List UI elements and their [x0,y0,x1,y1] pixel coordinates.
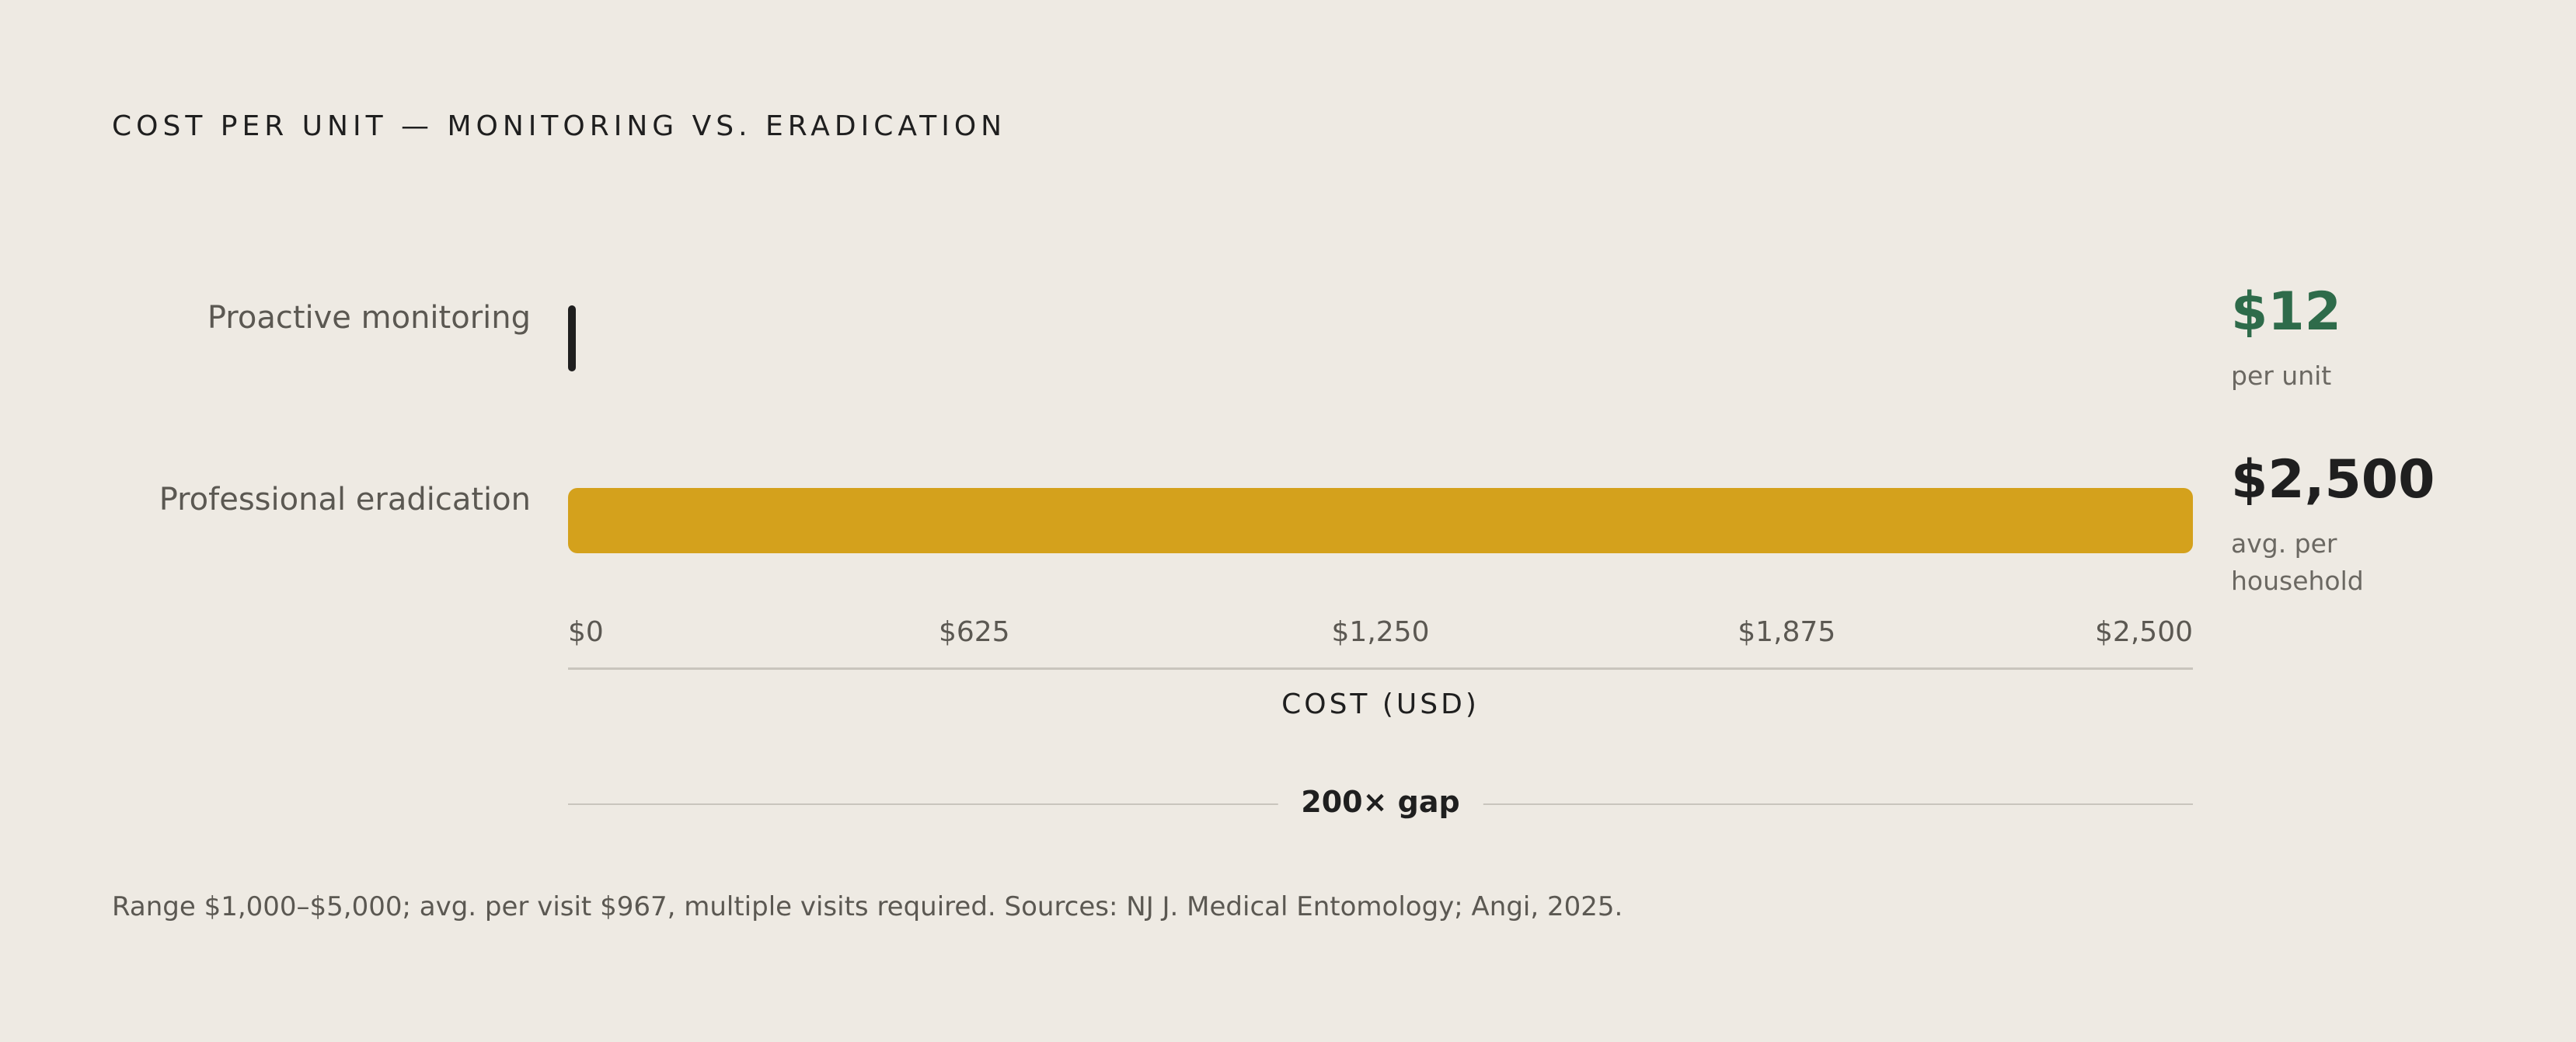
x-tick-label: $1,250 [1331,616,1430,648]
x-tick-label: $0 [568,616,604,648]
x-tick-label: $2,500 [2095,616,2193,648]
x-axis-label: COST (USD) [1281,688,1480,720]
category-label: Proactive monitoring [207,299,531,336]
value-note: per unit [2231,361,2332,391]
category-label: Professional eradication [159,482,531,518]
value-label: $12 [2231,281,2341,343]
bar [568,305,577,371]
value-label: $2,500 [2231,449,2435,511]
gap-annotation: 200× gap [1278,785,1483,819]
x-tick-label: $1,875 [1738,616,1836,648]
x-axis-line [568,667,2193,670]
x-tick-label: $625 [938,616,1010,648]
footnote: Range $1,000–$5,000; avg. per visit $967… [112,891,1623,922]
chart-title: COST PER UNIT — MONITORING VS. ERADICATI… [112,110,1007,142]
value-note: avg. per household [2231,528,2364,596]
bar [568,488,2193,553]
